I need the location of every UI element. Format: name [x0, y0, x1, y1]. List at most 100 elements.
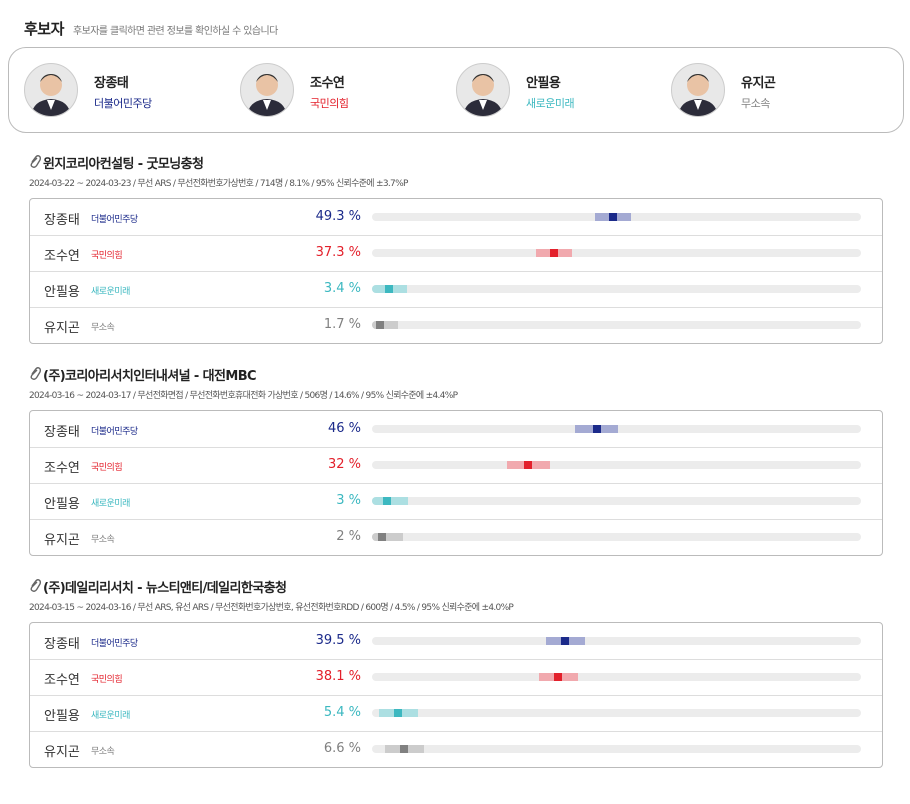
candidate-name[interactable]: 안필용 — [526, 76, 561, 91]
row-value: 2 % — [336, 529, 361, 544]
margin-band — [372, 321, 399, 329]
value-marker — [400, 745, 409, 753]
poll-title: 윈지코리아컨설팅 - 굿모닝충청 — [43, 157, 204, 172]
row-party: 국민의힘 — [91, 251, 123, 261]
value-marker — [377, 533, 386, 541]
row-divider — [30, 731, 882, 732]
value-marker — [554, 673, 563, 681]
value-marker — [550, 249, 559, 257]
candidate-party[interactable]: 무소속 — [741, 97, 770, 110]
value-track — [372, 321, 861, 329]
row-name: 장종태 — [44, 637, 80, 652]
value-track — [372, 425, 861, 433]
row-divider — [30, 519, 882, 520]
value-marker — [384, 285, 393, 293]
value-track — [372, 497, 861, 505]
row-party: 무소속 — [91, 535, 115, 545]
candidate-party[interactable]: 새로운미래 — [526, 97, 575, 110]
row-value: 37.3 % — [315, 245, 361, 260]
row-name: 유지곤 — [44, 533, 80, 548]
row-name: 유지곤 — [44, 321, 80, 336]
value-marker — [592, 425, 601, 433]
value-track — [372, 745, 861, 753]
row-party: 무소속 — [91, 323, 115, 333]
row-value: 6.6 % — [323, 741, 361, 756]
value-track — [372, 285, 861, 293]
row-party: 새로운미래 — [91, 499, 130, 509]
value-marker — [382, 497, 391, 505]
row-name: 안필용 — [44, 709, 80, 724]
row-party: 국민의힘 — [91, 675, 123, 685]
candidate-name[interactable]: 조수연 — [310, 76, 345, 91]
row-value: 46 % — [327, 421, 361, 436]
poll-meta: 2024-03-22 ~ 2024-03-23 / 무선 ARS / 무선전화번… — [29, 179, 408, 189]
row-divider — [30, 271, 882, 272]
row-divider — [30, 483, 882, 484]
clip-svg — [30, 579, 42, 592]
candidate-photo[interactable] — [671, 63, 725, 117]
row-party: 새로운미래 — [91, 711, 130, 721]
clip-icon — [29, 366, 42, 385]
candidate-box — [8, 47, 904, 133]
row-name: 장종태 — [44, 213, 80, 228]
row-divider — [30, 307, 882, 308]
row-name: 조수연 — [44, 249, 80, 264]
row-value: 3 % — [336, 493, 361, 508]
row-name: 장종태 — [44, 425, 80, 440]
value-track — [372, 213, 861, 221]
row-name: 유지곤 — [44, 745, 80, 760]
row-value: 1.7 % — [323, 317, 361, 332]
row-value: 3.4 % — [323, 281, 361, 296]
avatar — [247, 74, 287, 116]
candidate-name[interactable]: 장종태 — [94, 76, 129, 91]
row-party: 더불어민주당 — [91, 427, 138, 437]
value-track — [372, 709, 861, 717]
value-marker — [609, 213, 618, 221]
poll-title: (주)코리아리서치인터내셔널 - 대전MBC — [43, 369, 257, 384]
row-party: 더불어민주당 — [91, 215, 138, 225]
section-title: 후보자 — [24, 20, 64, 38]
clip-svg — [30, 367, 42, 380]
value-track — [372, 637, 861, 645]
avatar — [678, 74, 718, 116]
value-track — [372, 249, 861, 257]
row-value: 38.1 % — [315, 669, 361, 684]
clip-icon — [29, 154, 42, 173]
candidate-photo[interactable] — [240, 63, 294, 117]
candidate-photo[interactable] — [24, 63, 78, 117]
value-marker — [561, 637, 570, 645]
candidate-party[interactable]: 더불어민주당 — [94, 97, 152, 110]
value-marker — [524, 461, 533, 469]
poll-box: 장종태 더불어민주당 39.5 % 조수연 국민의힘 38.1 % 안필용 새로운미래 5.4 … — [29, 622, 883, 768]
candidate-party[interactable]: 국민의힘 — [310, 97, 349, 110]
value-marker — [376, 321, 385, 329]
margin-band — [372, 533, 404, 541]
candidate-photo[interactable] — [456, 63, 510, 117]
candidate-name[interactable]: 유지곤 — [741, 76, 776, 91]
row-party: 새로운미래 — [91, 287, 130, 297]
row-divider — [30, 695, 882, 696]
poll-box: 장종태 더불어민주당 46 % 조수연 국민의힘 32 % 안필용 새로운미래 3 % 유지곤 무소… — [29, 410, 883, 556]
row-divider — [30, 235, 882, 236]
value-marker — [394, 709, 403, 717]
row-name: 안필용 — [44, 285, 80, 300]
poll-title: (주)데일리리서치 - 뉴스티앤티/데일리한국충청 — [43, 581, 287, 596]
avatar — [31, 74, 71, 116]
row-name: 조수연 — [44, 673, 80, 688]
row-value: 32 % — [327, 457, 361, 472]
section-subtitle: 후보자를 클릭하면 관련 정보를 확인하실 수 있습니다 — [73, 26, 278, 37]
row-party: 국민의힘 — [91, 463, 123, 473]
row-value: 39.5 % — [315, 633, 361, 648]
value-track — [372, 533, 861, 541]
row-party: 더불어민주당 — [91, 639, 138, 649]
poll-box: 장종태 더불어민주당 49.3 % 조수연 국민의힘 37.3 % 안필용 새로운미래 3.4 … — [29, 198, 883, 344]
row-name: 안필용 — [44, 497, 80, 512]
clip-icon — [29, 578, 42, 597]
row-divider — [30, 447, 882, 448]
row-party: 무소속 — [91, 747, 115, 757]
poll-meta: 2024-03-16 ~ 2024-03-17 / 무선전화면접 / 무선전화번… — [29, 391, 458, 401]
value-track — [372, 461, 861, 469]
poll-meta: 2024-03-15 ~ 2024-03-16 / 무선 ARS, 유선 ARS… — [29, 603, 514, 613]
row-divider — [30, 659, 882, 660]
